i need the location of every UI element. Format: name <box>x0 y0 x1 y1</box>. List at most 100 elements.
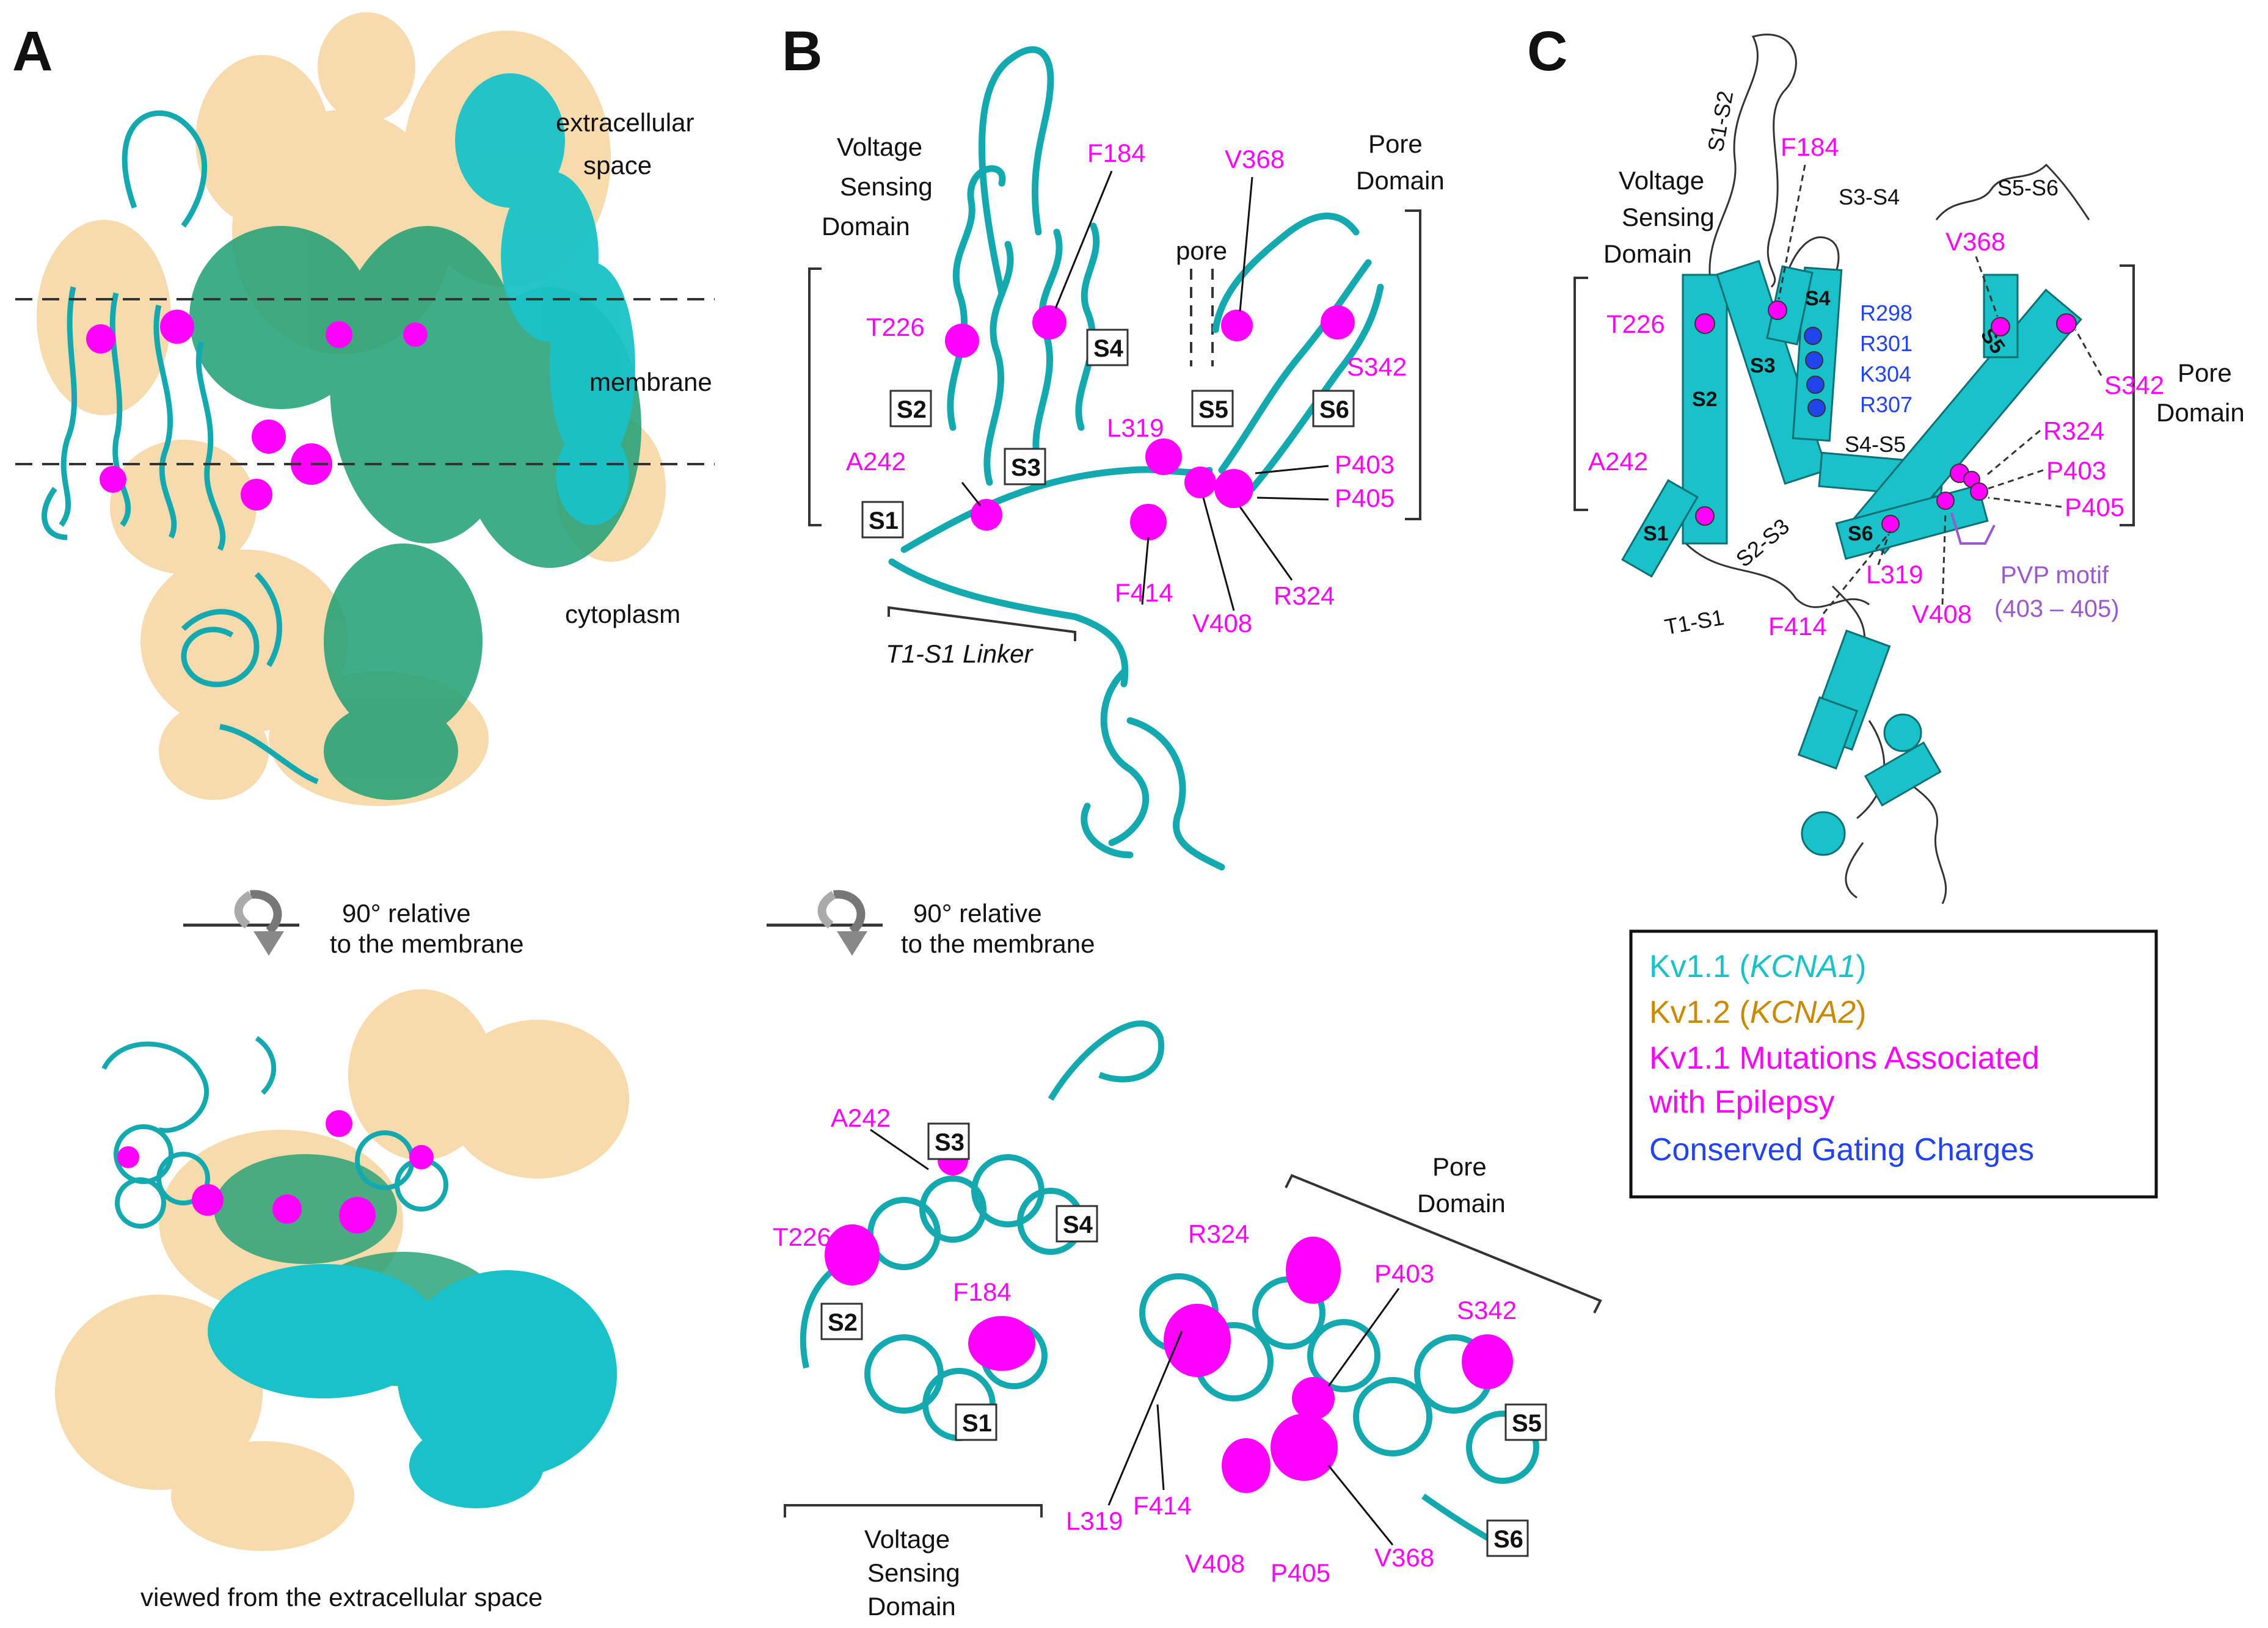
helix-pore-c <box>1983 274 2019 358</box>
mut-b-r324: R324 <box>1274 581 1335 610</box>
helix-t1-5-c <box>1801 811 1846 856</box>
pore-bracket-b-bottom <box>1285 1174 1602 1314</box>
segment-s2-c: S2 <box>1692 388 1718 411</box>
segment-box-s4-b: S4 <box>1086 329 1129 366</box>
legend-mutations-2: with Epilepsy <box>1649 1085 1834 1120</box>
mut-c-a242: A242 <box>1588 447 1648 476</box>
segment-box-s2-b-bottom: S2 <box>820 1303 863 1340</box>
mut-c-p405: P405 <box>2065 493 2124 521</box>
mut-b2-r324: R324 <box>1188 1219 1249 1248</box>
vsd-label-b2-1: Voltage <box>864 1525 950 1554</box>
mut-b2-s342: S342 <box>1457 1296 1517 1325</box>
kv11-surface-top <box>455 73 635 525</box>
vsd-label-b-2: Sensing <box>840 172 933 201</box>
pore-domain-label-b-2: Domain <box>1356 166 1445 195</box>
legend-mutations: Kv1.1 Mutations Associated <box>1649 1041 2040 1076</box>
panel-c-letter: C <box>1527 20 1567 82</box>
mut-b-v368: V368 <box>1225 145 1285 173</box>
mutation-dots-c <box>1694 300 2077 533</box>
pore-domain-label-c-1: Pore <box>2178 358 2232 387</box>
gate-c-k304: K304 <box>1860 362 1911 387</box>
segment-s4-b: S4 <box>1093 335 1124 362</box>
segment-box-s6-b-bottom: S6 <box>1486 1519 1529 1557</box>
rotation-text-b-2: to the membrane <box>901 929 1095 958</box>
label-cytoplasm: cytoplasm <box>565 600 680 628</box>
pvp-label-c-1: PVP motif <box>2000 562 2109 589</box>
label-space: space <box>583 151 652 180</box>
vsd-label-c-3: Domain <box>1603 239 1692 268</box>
vsd-label-c-2: Sensing <box>1622 203 1715 231</box>
mut-b2-t226: T226 <box>773 1223 831 1251</box>
mut-c-p403: P403 <box>2046 456 2106 485</box>
loop-s1s2-c: S1-S2 <box>1703 89 1738 154</box>
vsd-bracket-b <box>808 267 822 526</box>
loop-s5s6-c: S5-S6 <box>1997 175 2058 200</box>
vsd-bracket-b-bottom <box>784 1504 1043 1517</box>
arrows-b-bottom <box>870 1128 1400 1546</box>
mut-b2-f184: F184 <box>953 1277 1012 1306</box>
mutation-spheres-bottom <box>117 1110 434 1234</box>
vsd-bracket-c <box>1573 277 1588 511</box>
mut-b2-a242: A242 <box>831 1103 891 1132</box>
panel-c: C Voltage Sensing Domain Pore Domain <box>1527 20 2245 904</box>
segment-box-s1-b-bottom: S1 <box>955 1403 997 1441</box>
pore-domain-label-b2-1: Pore <box>1432 1152 1487 1181</box>
pvp-label-c-2: (403 – 405) <box>1994 595 2120 622</box>
legend: Kv1.1 (KCNA1) Kv1.2 (KCNA2) Kv1.1 Mutati… <box>1629 929 2158 1199</box>
mut-c-v368: V368 <box>1945 227 2005 256</box>
vsd-label-b-3: Domain <box>822 212 910 241</box>
arrows-b <box>961 170 1329 611</box>
panel-a: A <box>12 12 715 1612</box>
mut-b2-p403: P403 <box>1374 1259 1434 1288</box>
mut-b-p405: P405 <box>1335 484 1395 512</box>
mut-b-s342: S342 <box>1347 352 1407 381</box>
mut-b-l319: L319 <box>1107 413 1164 442</box>
segment-s2-b-bottom: S2 <box>828 1309 858 1336</box>
helix-cylinders-c <box>1621 260 2082 856</box>
segment-s1-c: S1 <box>1643 522 1669 545</box>
segment-s1-b-bottom: S1 <box>962 1410 992 1437</box>
helix-t1-4-c <box>1883 713 1922 752</box>
mut-b-f184: F184 <box>1087 139 1146 167</box>
mut-b-t226: T226 <box>866 313 925 341</box>
mut-b2-f414: F414 <box>1133 1491 1192 1520</box>
loop-s3s4-c: S3-S4 <box>1839 184 1900 209</box>
gate-c-r307: R307 <box>1860 392 1912 417</box>
rotation-arrow-icon-b <box>767 890 883 956</box>
legend-box <box>1629 929 2158 1199</box>
loop-s2s3-c: S2-S3 <box>1731 514 1794 572</box>
mut-b-p403: P403 <box>1335 450 1395 479</box>
vsd-label-b-1: Voltage <box>837 133 922 161</box>
linker-label-b: T1-S1 Linker <box>886 639 1034 668</box>
loop-t1s1-c: T1-S1 <box>1663 605 1726 639</box>
loop-s4s5-c: S4-S5 <box>1845 432 1906 457</box>
segment-s6-b: S6 <box>1319 396 1349 423</box>
segment-box-s1-b: S1 <box>861 501 904 539</box>
segment-box-s5-b-bottom: S5 <box>1504 1403 1547 1441</box>
panel-a-letter: A <box>12 20 53 82</box>
segment-s1-b: S1 <box>869 507 899 534</box>
segment-box-s3-b: S3 <box>1004 448 1046 485</box>
gate-c-r298: R298 <box>1860 300 1912 325</box>
mut-c-r324: R324 <box>2043 416 2104 445</box>
pore-bracket-b <box>1405 209 1421 520</box>
panel-b-letter: B <box>782 20 822 82</box>
mutation-spheres-b <box>945 305 1355 540</box>
mut-b-v408: V408 <box>1192 609 1252 638</box>
rotation-text-a-1: 90° relative <box>342 899 471 928</box>
mut-c-f184: F184 <box>1781 133 1839 161</box>
segment-s4-c: S4 <box>1805 287 1831 310</box>
segment-s5-b-bottom: S5 <box>1512 1410 1542 1437</box>
mut-b2-p405: P405 <box>1271 1558 1330 1587</box>
segment-box-s3-b-bottom: S3 <box>927 1122 970 1160</box>
segment-s2-b: S2 <box>897 396 927 423</box>
mut-c-f414: F414 <box>1768 612 1827 641</box>
label-extracellular: extracellular <box>556 108 694 137</box>
kv11-ribbon-b <box>888 46 1384 871</box>
segment-box-s6-b: S6 <box>1312 390 1355 427</box>
pore-domain-label-b-1: Pore <box>1368 129 1423 158</box>
vsd-label-c-1: Voltage <box>1619 166 1704 195</box>
segment-s6-b-bottom: S6 <box>1493 1526 1523 1553</box>
mut-b2-v408: V408 <box>1185 1549 1245 1578</box>
